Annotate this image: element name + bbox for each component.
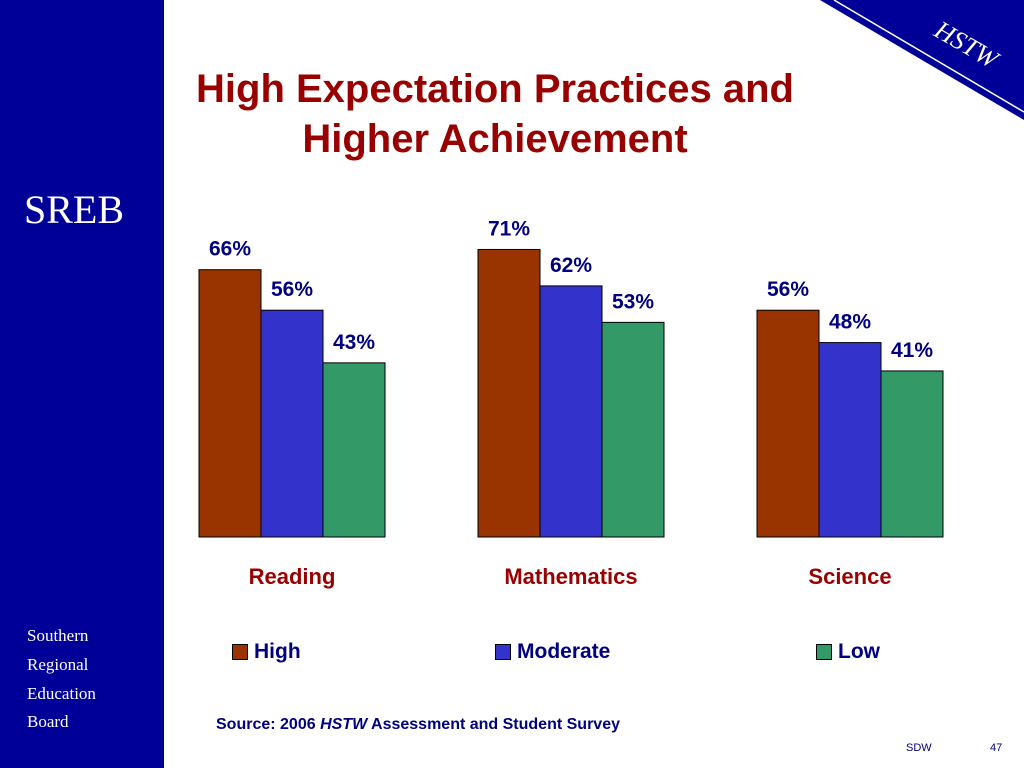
data-label-reading-low: 43% [333, 331, 375, 354]
legend-label-moderate: Moderate [517, 640, 611, 663]
bar-science-low [880, 370, 944, 538]
data-label-mathematics-high: 71% [488, 217, 530, 240]
title-line-1: High Expectation Practices and [196, 67, 794, 111]
legend-moderate: Moderate [495, 640, 610, 664]
data-label-science-low: 41% [891, 339, 933, 362]
sreb-logo: SREB [24, 187, 125, 232]
data-label-reading-high: 66% [209, 238, 251, 261]
bar-chart: 66% 56% 43% Reading 71% 62% 53% Mathematics 56% 4… [198, 217, 944, 589]
data-label-science-moderate: 48% [829, 311, 871, 334]
slide-number: 47 [990, 742, 1003, 754]
legend-high: High [232, 640, 301, 664]
data-label-mathematics-low: 53% [612, 290, 654, 313]
org-name-line-1: Southern [27, 626, 89, 645]
bar-reading-low [322, 362, 386, 538]
legend-swatch-moderate [495, 644, 511, 660]
bar-mathematics-low [601, 321, 665, 538]
hstw-corner-banner: HSTW [820, 0, 1024, 120]
footer-initials: SDW [906, 742, 932, 754]
data-label-mathematics-moderate: 62% [550, 254, 592, 277]
category-label-mathematics: Mathematics [504, 564, 637, 589]
title-line-2: Higher Achievement [302, 117, 688, 161]
corner-triangle [820, 0, 1024, 120]
category-label-science: Science [808, 564, 891, 589]
legend-low: Low [816, 640, 880, 664]
org-name-line-2: Regional [27, 655, 89, 674]
bar-reading-high [198, 269, 262, 538]
legend-swatch-high [232, 644, 248, 660]
data-label-reading-moderate: 56% [271, 278, 313, 301]
category-label-reading: Reading [249, 564, 336, 589]
data-label-science-high: 56% [767, 278, 809, 301]
legend-label-low: Low [838, 640, 880, 663]
source-prefix: Source: 2006 [216, 716, 321, 733]
bar-science-high [756, 309, 820, 538]
sidebar [0, 0, 163, 768]
legend-label-high: High [254, 640, 301, 663]
source-note: Source: 2006 HSTW Assessment and Student… [216, 716, 620, 734]
legend-swatch-low [816, 644, 832, 660]
bar-mathematics-moderate [539, 285, 603, 538]
sidebar-divider [163, 0, 164, 768]
slide-title: High Expectation Practices and Higher Ac… [190, 64, 800, 164]
source-suffix: Assessment and Student Survey [367, 716, 620, 733]
bar-reading-moderate [260, 309, 324, 538]
bar-science-moderate [818, 342, 882, 538]
org-name-line-3: Education [27, 684, 96, 703]
bar-mathematics-high [477, 248, 541, 538]
source-italic: HSTW [320, 716, 368, 733]
org-name-line-4: Board [27, 712, 69, 731]
corner-stripe [833, 0, 1024, 113]
